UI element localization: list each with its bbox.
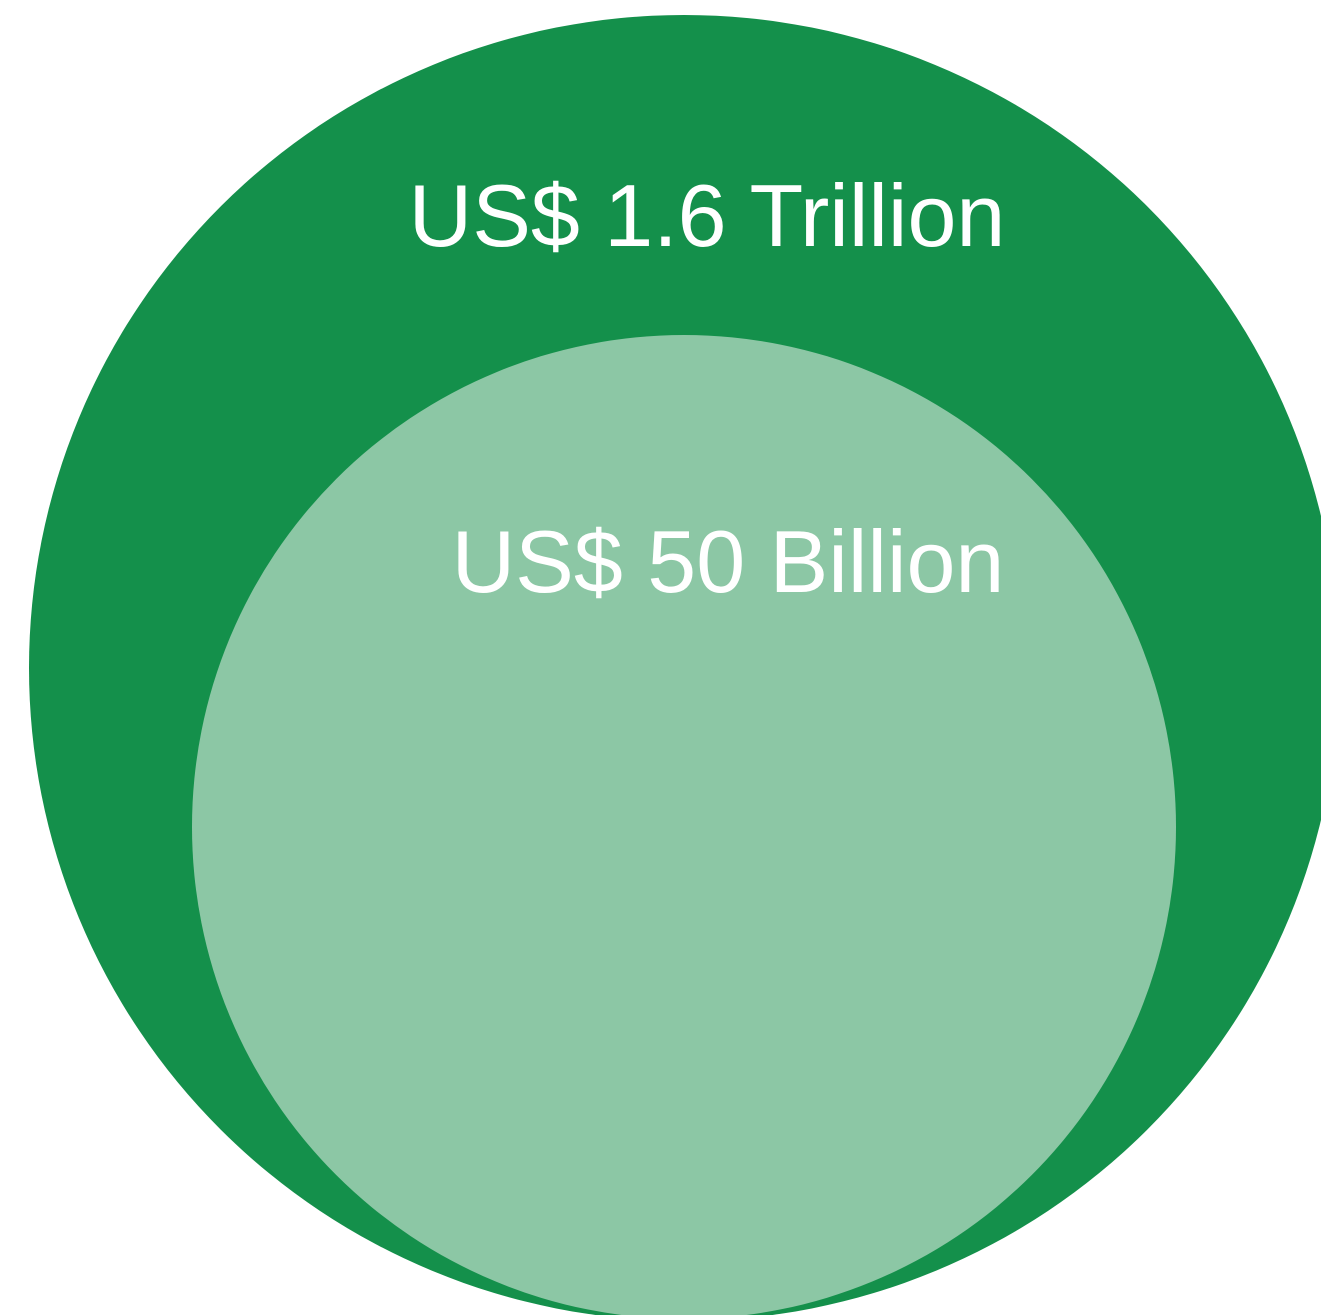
inner-circle: [192, 335, 1176, 1315]
outer-circle-label: US$ 1.6 Trillion: [409, 166, 1006, 265]
inner-circle-label: US$ 50 Billion: [452, 512, 1005, 611]
